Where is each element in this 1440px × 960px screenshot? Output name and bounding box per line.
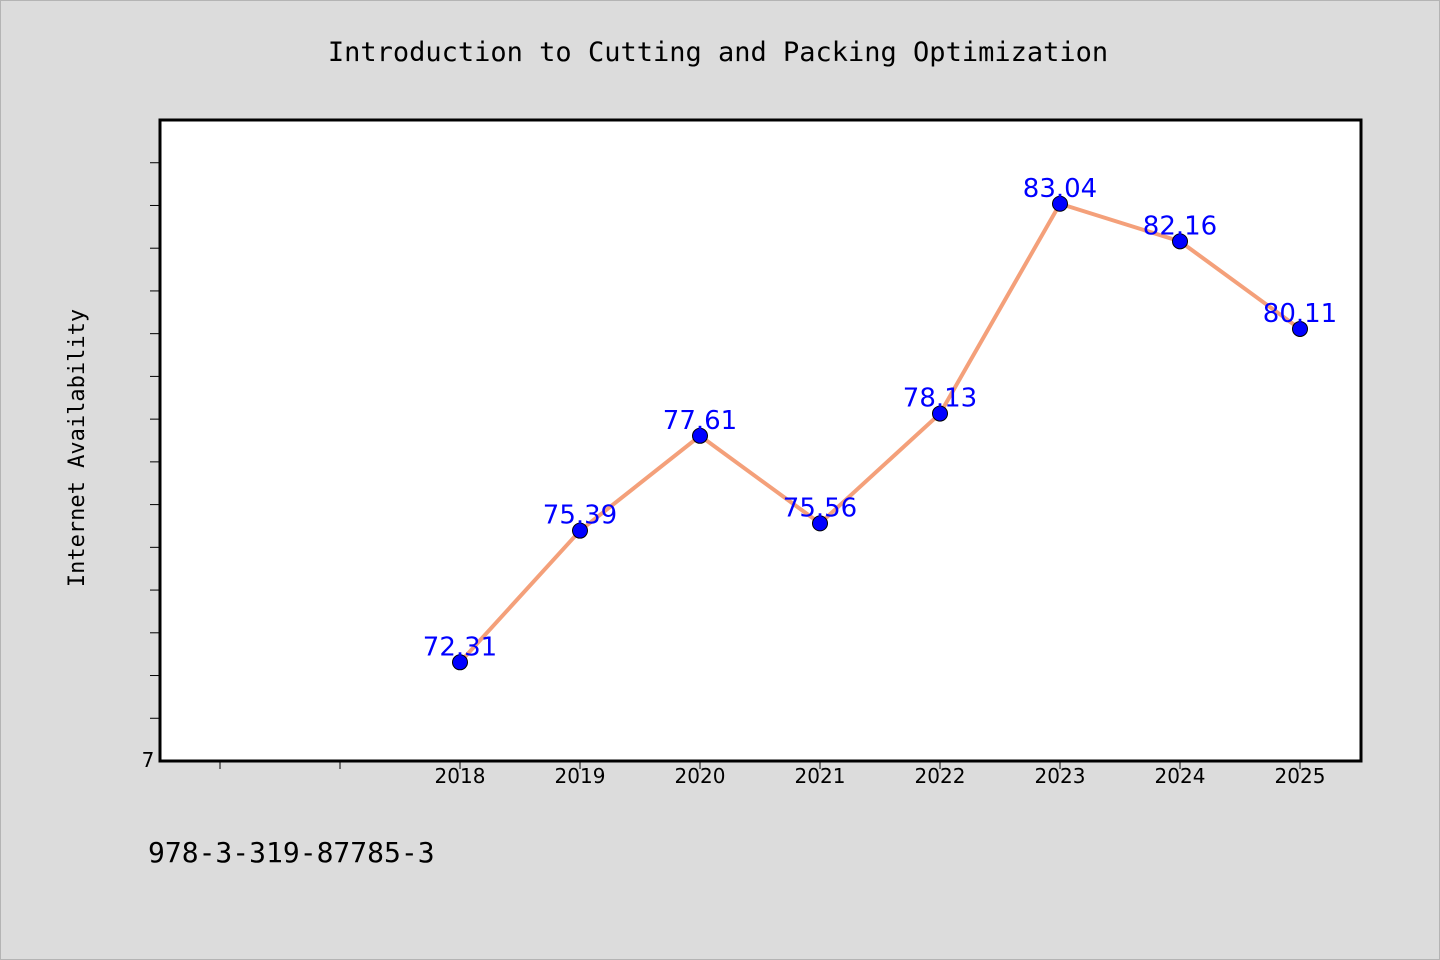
data-label: 72.31 [423, 632, 497, 662]
data-point [692, 427, 708, 444]
x-tick-label: 2024 [1155, 764, 1206, 788]
data-point [1292, 320, 1308, 337]
isbn-text: 978-3-319-87785-3 [148, 836, 435, 869]
x-tick-label: 2020 [675, 764, 726, 788]
data-label: 80.11 [1263, 299, 1337, 329]
plot-frame [158, 118, 1363, 763]
data-label: 75.56 [783, 493, 857, 523]
x-axis-ticks: 2018 2019 2020 2021 2022 2023 2024 2025 [219, 761, 1326, 788]
data-label: 75.39 [543, 501, 617, 531]
x-tick-label: 2019 [555, 764, 606, 788]
y-tick-label: 7 [142, 748, 155, 772]
data-label: 82.16 [1143, 211, 1217, 241]
x-tick-label: 2025 [1275, 764, 1326, 788]
x-tick-label: 2021 [795, 764, 846, 788]
x-tick-label: 2018 [435, 764, 486, 788]
y-axis-ticks [150, 162, 160, 719]
chart-title: Introduction to Cutting and Packing Opti… [328, 37, 1108, 68]
data-point [812, 515, 828, 532]
data-label: 78.13 [903, 384, 977, 414]
series-line [458, 201, 1302, 665]
series-group: 72.31 75.39 77.61 75.56 78.13 83.04 82.16 80.11 [423, 174, 1337, 671]
data-point [1172, 233, 1188, 250]
data-label: 83.04 [1023, 174, 1097, 204]
data-point [1052, 195, 1068, 212]
data-point [452, 654, 468, 671]
data-label: 77.61 [663, 406, 737, 436]
data-point [572, 522, 588, 539]
data-point [932, 405, 948, 422]
x-tick-label: 2023 [1035, 764, 1086, 788]
plot-area [160, 120, 1361, 761]
x-tick-label: 2022 [915, 764, 966, 788]
y-axis-label: Internet Availability [65, 309, 90, 587]
